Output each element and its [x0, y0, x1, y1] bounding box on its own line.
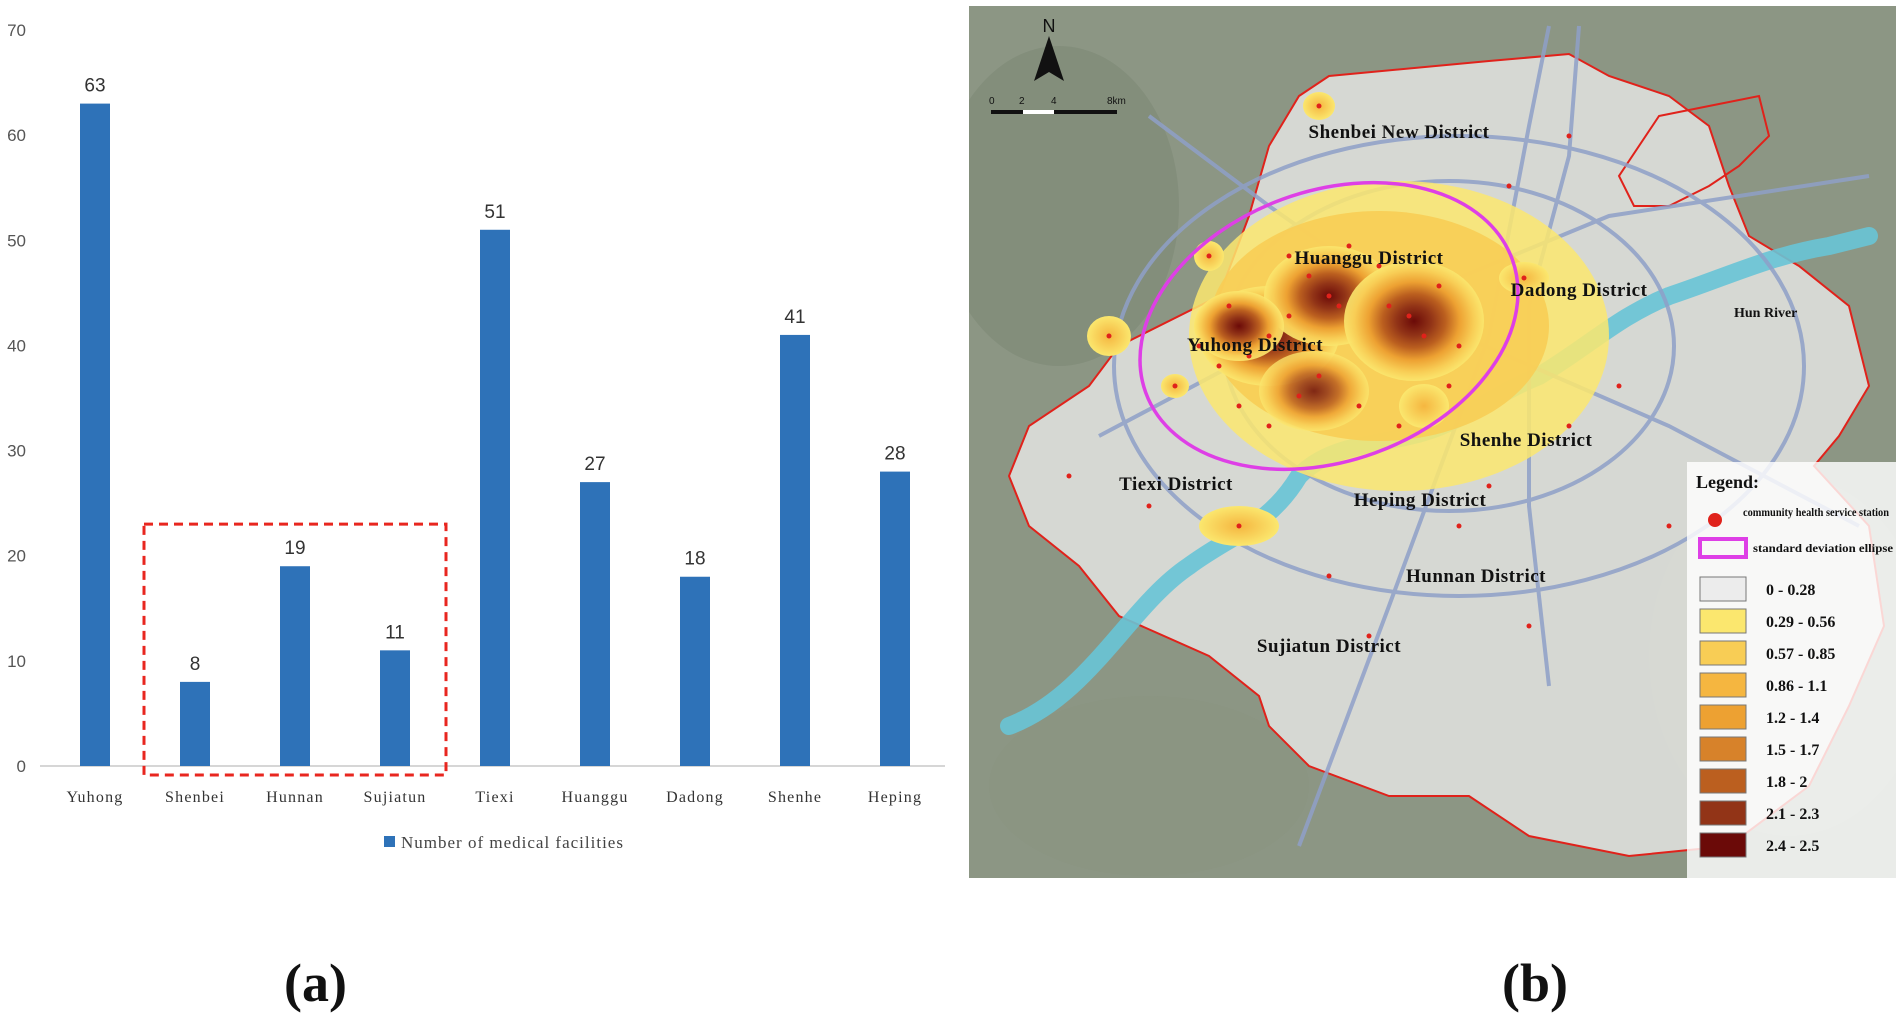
legend-class-swatch [1699, 608, 1747, 634]
legend-class-swatch [1699, 672, 1747, 698]
north-label: N [1043, 16, 1056, 36]
x-tick-label: Shenbei [165, 789, 225, 806]
y-tick-label: 50 [7, 231, 26, 250]
scale-tick: 2 [1019, 96, 1025, 107]
x-tick-label: Tiexi [475, 789, 514, 806]
scale-bar: 0 2 4 8km [989, 96, 1126, 114]
map-legend: Legend: community health service station… [1687, 462, 1896, 878]
map-svg: N 0 2 4 8km Shenbei New District Huanggu… [969, 6, 1896, 878]
district-label: Huanggu District [1295, 248, 1444, 269]
legend-class-swatch [1699, 640, 1747, 666]
data-label: 19 [284, 538, 305, 559]
legend-class-label: 0.29 - 0.56 [1766, 614, 1835, 631]
legend-class-label: 0.86 - 1.1 [1766, 678, 1827, 695]
ellipse-legend-label: standard deviation ellipse [1753, 541, 1894, 555]
north-arrow: N [1034, 16, 1064, 81]
x-tick-label: Yuhong [67, 789, 124, 806]
scale-tick: 0 [989, 96, 995, 107]
bars-group: 63 8 19 11 51 27 18 41 28 [80, 76, 910, 767]
district-label: Shenhe District [1460, 430, 1593, 451]
x-tick-label: Heping [868, 789, 922, 806]
highlight-box [142, 522, 448, 777]
std-deviation-ellipse [1138, 180, 1520, 472]
x-tick-label: Shenhe [768, 789, 822, 806]
y-tick-label: 10 [7, 652, 26, 671]
x-tick-label: Dadong [666, 789, 724, 806]
legend-class-label: 0 - 0.28 [1766, 582, 1815, 599]
station-legend-label: community health service station [1743, 505, 1889, 519]
legend-class-swatch [1699, 736, 1747, 762]
y-tick-label: 40 [7, 336, 26, 355]
legend-class-swatch [1699, 800, 1747, 826]
northeast-boundary [1617, 94, 1771, 207]
bar [280, 566, 310, 766]
data-label: 51 [484, 202, 505, 223]
bar [480, 229, 510, 766]
district-label: Heping District [1354, 490, 1487, 511]
district-label: Shenbei New District [1309, 122, 1490, 143]
legend-class-swatch [1699, 576, 1747, 602]
legend-class-swatch [1699, 832, 1747, 858]
legend-classes: 0 - 0.28 0.29 - 0.56 0.57 - 0.85 0.86 - 1.1… [1699, 576, 1835, 858]
legend-swatch [384, 836, 395, 847]
y-tick-label: 20 [7, 547, 26, 566]
y-tick-label: 60 [7, 126, 26, 145]
legend: Number of medical facilities [384, 833, 624, 852]
data-label: 41 [784, 307, 805, 328]
legend-class-swatch [1699, 704, 1747, 730]
bar [380, 650, 410, 766]
x-axis: Yuhong Shenbei Hunnan Sujiatun Tiexi Huanggu D… [67, 789, 922, 806]
x-tick-label: Hunnan [266, 789, 324, 806]
legend-label: Number of medical facilities [401, 833, 624, 852]
data-label: 63 [84, 76, 105, 97]
y-tick-label: 0 [17, 757, 26, 776]
data-label: 18 [684, 549, 705, 570]
legend-class-label: 2.4 - 2.5 [1766, 838, 1819, 855]
panel-label-a: (a) [284, 953, 347, 1013]
river-label: Hun River [1734, 306, 1797, 321]
bar [580, 482, 610, 766]
district-label: Dadong District [1511, 280, 1648, 301]
ellipse-legend-icon [1698, 537, 1748, 559]
district-label: Hunnan District [1406, 566, 1546, 587]
y-tick-label: 70 [7, 21, 26, 40]
data-label: 8 [190, 654, 201, 675]
panel-label-b: (b) [1502, 953, 1568, 1013]
district-label: Yuhong District [1187, 335, 1323, 356]
terrain-patch [989, 696, 1309, 876]
legend-class-label: 1.5 - 1.7 [1766, 742, 1819, 759]
legend-class-label: 1.2 - 1.4 [1766, 710, 1819, 727]
district-label: Sujiatun District [1257, 636, 1401, 657]
y-tick-label: 30 [7, 442, 26, 461]
legend-title: Legend: [1696, 472, 1759, 492]
terrain-patch [969, 46, 1179, 366]
district-label: Tiexi District [1119, 474, 1233, 495]
data-label: 28 [884, 444, 905, 465]
bar [780, 334, 810, 766]
legend-class-label: 1.8 - 2 [1766, 774, 1807, 791]
scale-tick: 8km [1107, 96, 1126, 107]
scale-tick: 4 [1051, 96, 1057, 107]
x-tick-label: Huanggu [561, 789, 628, 806]
map-panel: N 0 2 4 8km Shenbei New District Huanggu… [969, 6, 1896, 878]
bar-chart: 0 10 20 30 40 50 60 70 63 8 19 11 51 27 18 41 28 Yuhong… [7, 21, 945, 852]
station-points [1066, 103, 1672, 639]
station-legend-icon [1708, 513, 1722, 527]
bar [680, 576, 710, 766]
bar [80, 103, 110, 767]
data-label: 11 [385, 622, 405, 643]
bar [180, 681, 210, 766]
legend-class-swatch [1699, 768, 1747, 794]
legend-class-label: 0.57 - 0.85 [1766, 646, 1835, 663]
bar [880, 471, 910, 766]
y-axis: 0 10 20 30 40 50 60 70 [7, 21, 26, 776]
legend-class-label: 2.1 - 2.3 [1766, 806, 1819, 823]
data-label: 27 [584, 454, 605, 475]
x-tick-label: Sujiatun [364, 789, 427, 806]
